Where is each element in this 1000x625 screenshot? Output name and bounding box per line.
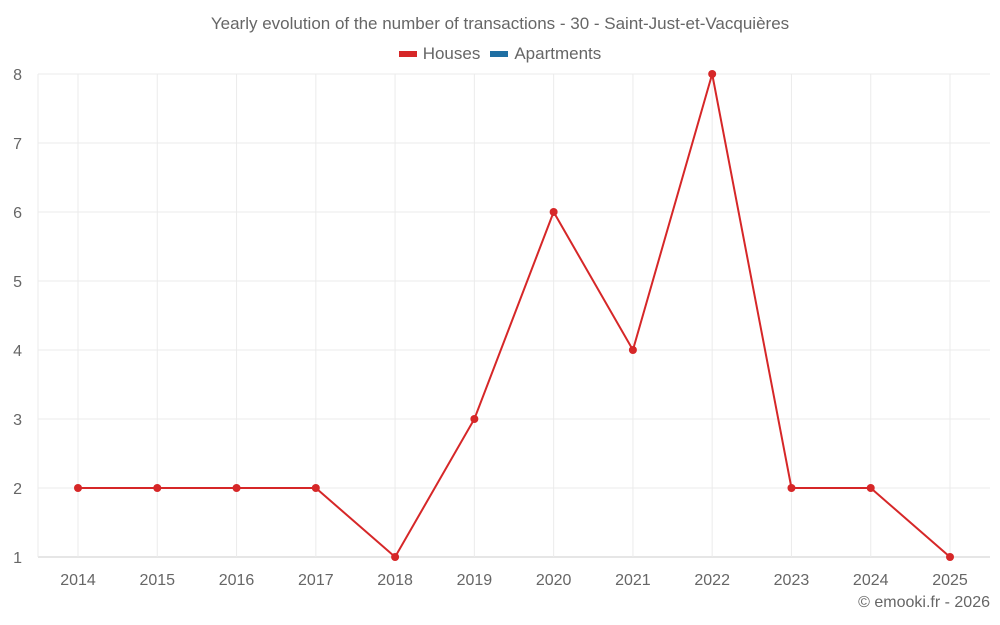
series-line-houses	[78, 73, 951, 559]
y-tick-label: 4	[13, 343, 22, 360]
x-tick-label: 2017	[298, 572, 334, 589]
y-tick-label: 1	[13, 550, 22, 567]
data-point[interactable]	[866, 484, 875, 492]
data-point[interactable]	[74, 484, 82, 492]
x-tick-label: 2014	[60, 572, 96, 589]
x-tick-label: 2024	[853, 572, 889, 589]
legend-label-houses: Houses	[422, 44, 481, 63]
data-point[interactable]	[391, 553, 400, 561]
y-tick-label: 8	[13, 67, 22, 84]
data-point[interactable]	[787, 484, 796, 492]
data-point[interactable]	[470, 415, 479, 423]
y-tick-label: 5	[13, 274, 22, 291]
legend-item-apartments[interactable]: Apartments	[490, 44, 601, 64]
y-tick-label: 3	[13, 412, 22, 429]
x-tick-label: 2021	[615, 572, 651, 589]
x-tick-label: 2020	[536, 572, 572, 589]
data-point[interactable]	[153, 484, 162, 492]
x-tick-label: 2018	[377, 572, 413, 589]
legend-label-apartments: Apartments	[514, 44, 602, 63]
y-tick-label: 6	[13, 205, 22, 222]
data-point[interactable]	[628, 346, 637, 354]
credit-text: © emooki.fr - 2026	[858, 594, 990, 611]
data-point[interactable]	[708, 70, 717, 78]
y-tick-label: 2	[13, 481, 22, 498]
y-tick-label: 7	[13, 136, 22, 153]
x-tick-label: 2025	[932, 572, 968, 589]
data-point[interactable]	[549, 208, 558, 216]
x-tick-label: 2022	[694, 572, 730, 589]
chart-legend: Houses Apartments	[0, 44, 1000, 64]
legend-swatch-apartments	[490, 51, 509, 57]
x-tick-label: 2016	[219, 572, 255, 589]
x-tick-label: 2023	[774, 572, 810, 589]
data-point[interactable]	[232, 484, 241, 492]
data-point[interactable]	[311, 484, 320, 492]
x-tick-label: 2015	[139, 572, 175, 589]
chart-title: Yearly evolution of the number of transa…	[210, 14, 790, 33]
legend-swatch-houses	[398, 51, 417, 57]
x-tick-label: 2019	[457, 572, 493, 589]
legend-item-houses[interactable]: Houses	[398, 44, 481, 64]
data-point[interactable]	[946, 553, 954, 561]
